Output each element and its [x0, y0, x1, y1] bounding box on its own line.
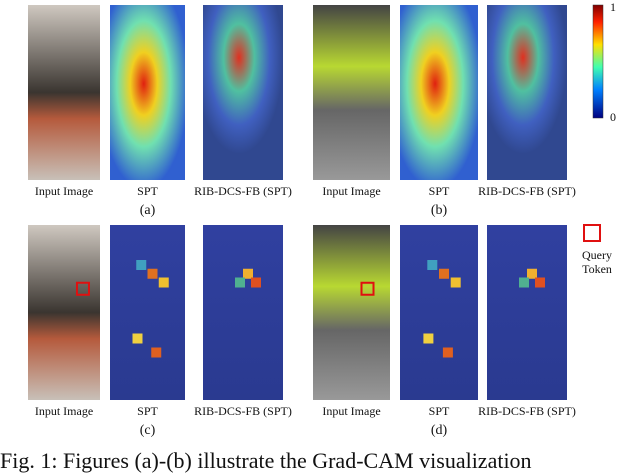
image [313, 225, 390, 400]
image [487, 225, 567, 400]
image-caption: Input Image [322, 184, 380, 198]
image [203, 5, 283, 180]
image-caption: SPT [429, 184, 450, 198]
image-caption: RIB-DCS-FB (SPT) [194, 404, 292, 418]
heat-cell [519, 277, 529, 288]
query-box [360, 281, 375, 296]
image-caption: Input Image [35, 404, 93, 418]
image-caption: SPT [429, 404, 450, 418]
heat-cell [151, 347, 162, 358]
query-token-icon [583, 224, 601, 242]
image-caption: SPT [137, 184, 158, 198]
panel-label: (b) [431, 203, 448, 218]
heat-cell [251, 277, 261, 288]
image-caption: Input Image [35, 184, 93, 198]
heat-cell [535, 277, 545, 288]
heat-cell [450, 277, 461, 288]
image [487, 5, 567, 180]
heat-cell [442, 347, 453, 358]
legend-text: Token [582, 262, 612, 276]
image-caption: RIB-DCS-FB (SPT) [478, 404, 576, 418]
image [203, 225, 283, 400]
panel-label: (c) [140, 423, 156, 438]
heat-cell [147, 268, 158, 279]
heat-cell [527, 268, 537, 279]
image [110, 225, 185, 400]
image [313, 5, 390, 180]
colorbar [592, 4, 604, 119]
panel-label: (a) [140, 203, 156, 218]
image [400, 225, 478, 400]
image-caption: RIB-DCS-FB (SPT) [478, 184, 576, 198]
image-caption: RIB-DCS-FB (SPT) [194, 184, 292, 198]
heat-cell [243, 268, 253, 279]
colorbar-min: 0 [610, 110, 616, 124]
image-caption: SPT [137, 404, 158, 418]
legend-text: Query [582, 248, 612, 262]
figure-caption: Fig. 1: Figures (a)-(b) illustrate the G… [0, 448, 532, 473]
heat-cell [427, 260, 438, 270]
image [400, 5, 478, 180]
heat-cell [439, 268, 449, 279]
heat-cell [158, 277, 169, 288]
heat-cell [136, 260, 147, 270]
heat-cell [132, 333, 143, 344]
colorbar-max: 1 [610, 0, 616, 14]
image [110, 5, 185, 180]
heat-cell [235, 277, 245, 288]
query-box [75, 281, 90, 296]
image [28, 5, 100, 180]
image-caption: Input Image [322, 404, 380, 418]
panel-label: (d) [431, 423, 448, 438]
heat-cell [423, 333, 434, 344]
image [28, 225, 100, 400]
